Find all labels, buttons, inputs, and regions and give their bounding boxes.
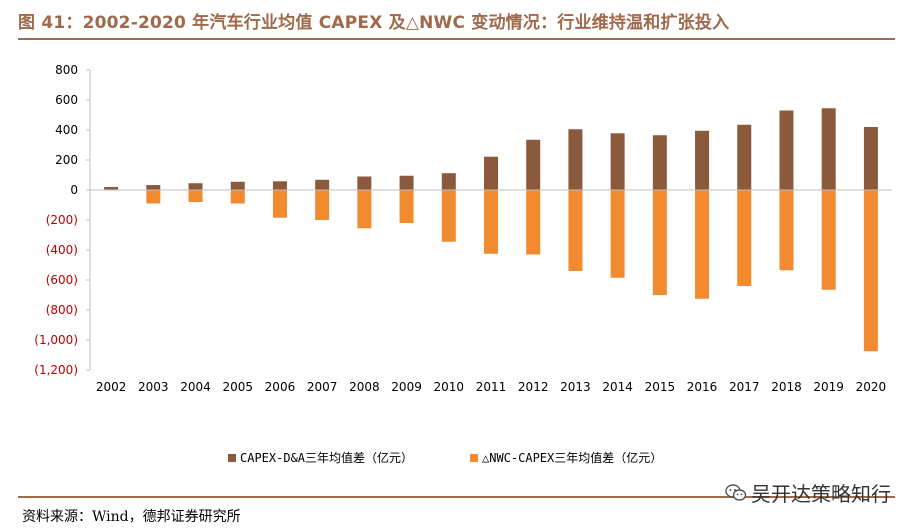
wechat-icon: [725, 483, 747, 501]
legend-swatch-nwc: [470, 454, 478, 462]
capex-bar: [779, 110, 794, 190]
x-tick-label: 2017: [729, 380, 760, 394]
x-tick-label: 2020: [856, 380, 887, 394]
x-tick-label: 2005: [222, 380, 253, 394]
watermark-text: 吴开达策略知行: [751, 482, 891, 506]
y-tick-label: (400): [46, 243, 78, 257]
nwc-bar: [357, 190, 372, 229]
capex-bar: [315, 179, 330, 190]
nwc-bar: [399, 190, 414, 223]
capex-bar: [568, 129, 583, 190]
nwc-bar: [737, 190, 752, 286]
title-rule: [18, 38, 895, 40]
nwc-bar: [568, 190, 583, 271]
y-tick-label: 200: [55, 153, 78, 167]
x-tick-label: 2008: [349, 380, 380, 394]
x-tick-label: 2002: [96, 380, 127, 394]
y-tick-label: (800): [46, 303, 78, 317]
y-tick-label: 600: [55, 93, 78, 107]
y-tick-label: 400: [55, 123, 78, 137]
x-tick-label: 2013: [560, 380, 591, 394]
capex-bar: [272, 181, 287, 190]
nwc-bar: [484, 190, 498, 254]
x-tick-label: 2018: [771, 380, 802, 394]
capex-bar: [652, 135, 667, 190]
nwc-bar: [188, 190, 203, 202]
capex-bar: [610, 133, 625, 190]
capex-bar: [737, 124, 752, 190]
y-tick-label: (1,000): [34, 333, 78, 347]
y-tick-label: 0: [70, 183, 78, 197]
y-tick-label: (200): [46, 213, 78, 227]
bar-chart: 800 600 400 200 0 (200) (400) (600) (800) (1,000)…: [34, 63, 892, 465]
capex-bar: [188, 183, 203, 190]
y-tick-label: (600): [46, 273, 78, 287]
x-tick-label: 2009: [391, 380, 422, 394]
x-tick-label: 2019: [813, 380, 844, 394]
nwc-bar: [695, 190, 710, 299]
nwc-bar: [441, 190, 456, 242]
capex-bar: [821, 108, 836, 190]
legend-swatch-capex: [228, 454, 236, 462]
x-tick-label: 2007: [307, 380, 338, 394]
watermark: 吴开达策略知行: [725, 478, 891, 507]
x-tick-label: 2011: [476, 380, 507, 394]
capex-bar: [399, 175, 414, 190]
y-tick-label: 800: [55, 63, 78, 77]
capex-bar: [104, 187, 119, 190]
capex-bar: [695, 130, 710, 190]
nwc-bar: [146, 190, 161, 204]
x-tick-label: 2006: [265, 380, 296, 394]
x-tick-label: 2012: [518, 380, 549, 394]
legend-label-nwc: △NWC-CAPEX三年均值差（亿元）: [482, 450, 662, 465]
x-tick-label: 2015: [645, 380, 676, 394]
capex-bar: [230, 181, 245, 190]
footer-rule: [18, 496, 895, 498]
x-tick-label: 2014: [602, 380, 633, 394]
capex-bar: [526, 139, 541, 190]
capex-bar: [146, 185, 161, 190]
source-note: 资料来源：Wind，德邦证券研究所: [22, 509, 241, 525]
x-tick-label: 2004: [180, 380, 211, 394]
capex-bar: [484, 156, 498, 190]
capex-bar: [863, 127, 878, 190]
nwc-bar: [652, 190, 667, 295]
nwc-bar: [315, 190, 330, 220]
x-tick-label: 2016: [687, 380, 718, 394]
y-tick-label: (1,200): [34, 363, 78, 377]
nwc-bar: [610, 190, 625, 278]
capex-bar: [357, 176, 372, 190]
legend-label-capex: CAPEX-D&A三年均值差（亿元）: [240, 450, 413, 465]
x-tick-label: 2010: [434, 380, 465, 394]
nwc-bar: [821, 190, 836, 290]
chart-title: 图 41：2002-2020 年汽车行业均值 CAPEX 及△NWC 变动情况：…: [18, 13, 730, 33]
nwc-bar: [230, 190, 245, 204]
nwc-bar: [272, 190, 287, 218]
capex-bar: [441, 173, 456, 190]
nwc-bar: [526, 190, 541, 255]
x-tick-label: 2003: [138, 380, 169, 394]
nwc-bar: [863, 190, 878, 352]
nwc-bar: [779, 190, 794, 271]
